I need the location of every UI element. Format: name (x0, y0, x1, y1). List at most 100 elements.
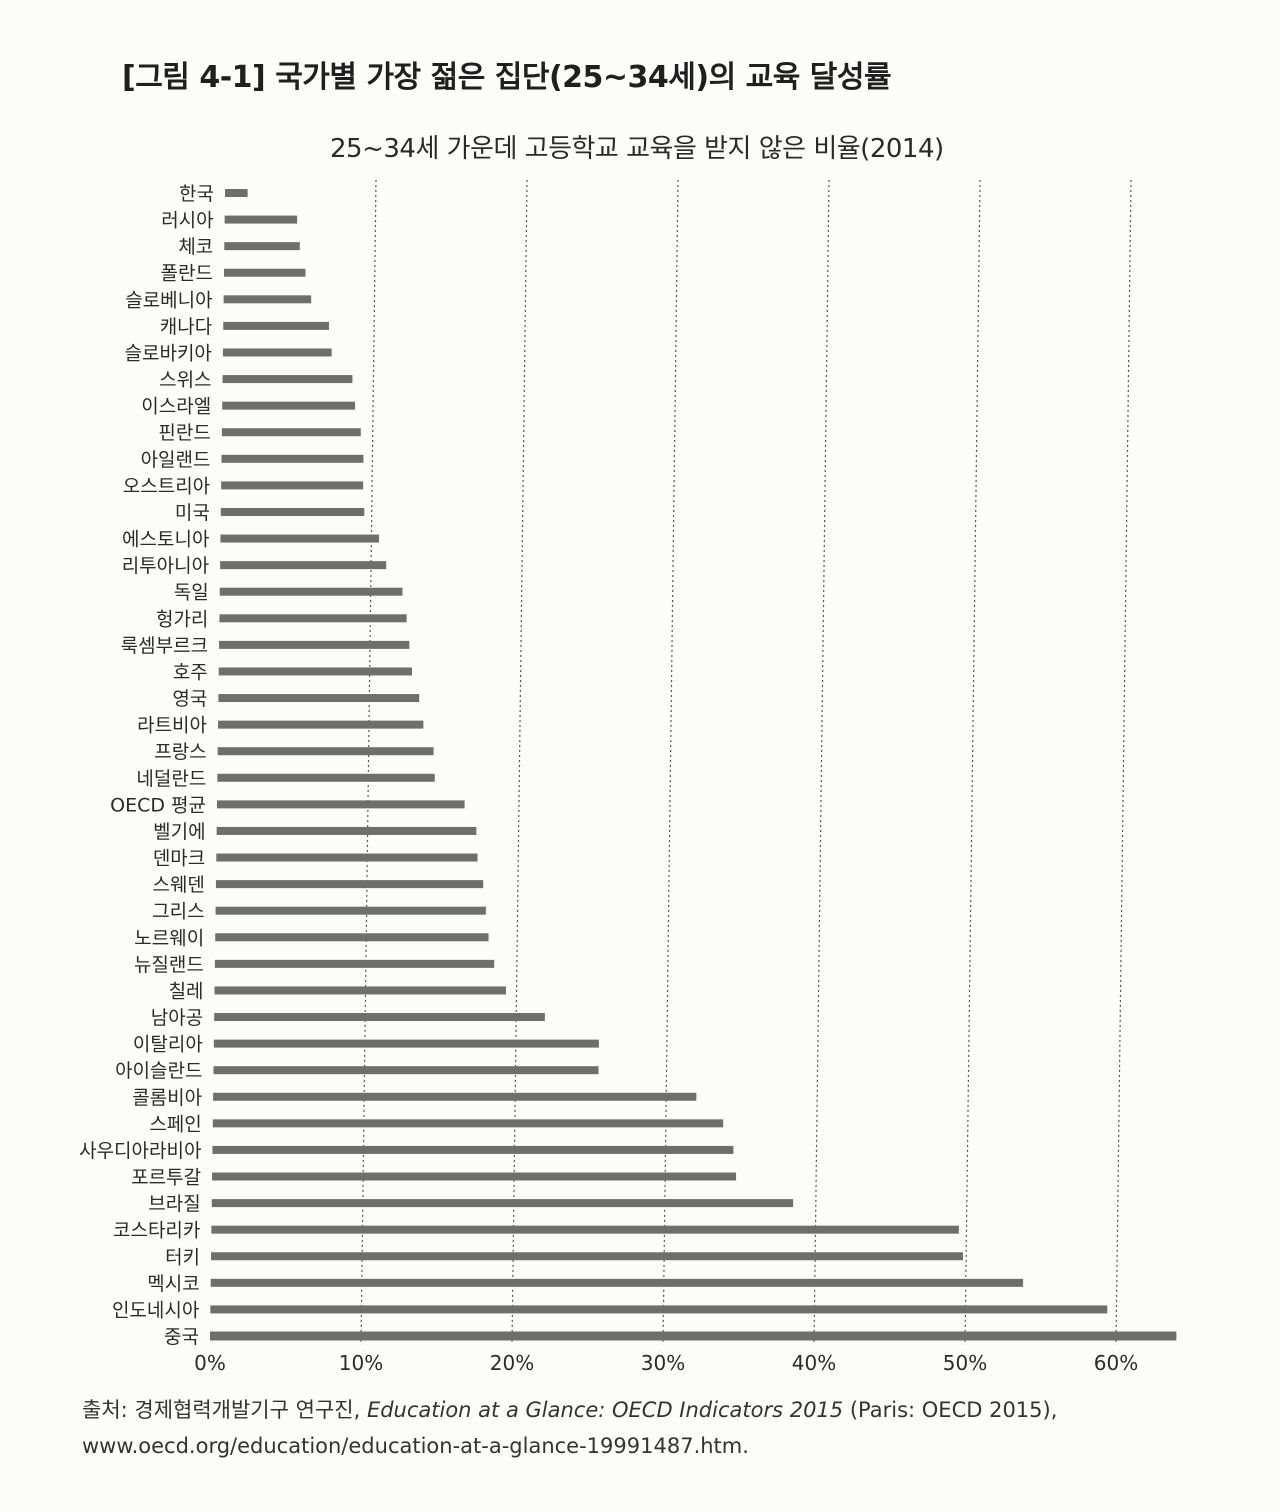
category-label-42: 인도네시아 (112, 1299, 199, 1321)
category-label-31: 남아공 (151, 1007, 203, 1029)
bar-40 (211, 1252, 964, 1261)
category-label-26: 스웨덴 (152, 874, 204, 896)
tick-label-3: 30% (641, 1351, 685, 1375)
category-label-6: 슬로바키아 (125, 342, 212, 364)
tick-label-2: 20% (490, 1351, 534, 1375)
bar-34 (213, 1092, 697, 1101)
bar-31 (214, 1013, 545, 1022)
category-label-16: 헝가리 (156, 608, 208, 630)
category-label-12: 미국 (175, 502, 210, 524)
bar-17 (219, 640, 410, 649)
source-note: 출처: 경제협력개발기구 연구진, Education at a Glance:… (82, 1392, 1222, 1464)
category-label-15: 독일 (174, 582, 209, 604)
category-label-20: 라트비아 (137, 715, 207, 737)
category-label-1: 러시아 (161, 210, 213, 232)
bar-0 (225, 189, 248, 197)
bar-19 (218, 694, 420, 703)
category-label-35: 스페인 (149, 1113, 201, 1135)
bar-6 (222, 348, 332, 357)
category-label-30: 칠레 (169, 980, 204, 1002)
category-label-37: 포르투갈 (131, 1167, 201, 1189)
category-label-36: 사우디아라비아 (79, 1140, 201, 1162)
gridline-4 (813, 179, 830, 1346)
bar-7 (222, 375, 353, 384)
bar-32 (213, 1039, 599, 1048)
bar-14 (220, 561, 387, 570)
category-label-23: OECD 평균 (110, 794, 206, 816)
category-label-34: 콜롬비아 (132, 1087, 202, 1109)
gridline-5 (964, 179, 981, 1346)
figure-title: [그림 4-1] 국가별 가장 젊은 집단(25~34세)의 교육 달성률 (122, 60, 892, 95)
tick-label-0: 0% (194, 1351, 226, 1375)
gridline-3 (662, 179, 679, 1346)
bar-8 (222, 401, 356, 410)
bar-21 (217, 747, 434, 756)
bar-4 (223, 295, 312, 304)
bar-20 (218, 720, 424, 729)
category-label-11: 오스트리아 (123, 475, 210, 497)
bar-39 (211, 1225, 959, 1234)
category-label-28: 노르웨이 (134, 927, 204, 949)
bar-13 (220, 534, 380, 543)
tick-label-5: 50% (943, 1351, 987, 1375)
category-label-41: 멕시코 (147, 1273, 199, 1295)
bar-28 (215, 933, 489, 942)
bar-10 (221, 454, 364, 463)
bar-25 (216, 853, 478, 862)
grid-lines (360, 179, 1132, 1346)
category-label-13: 에스토니아 (122, 529, 209, 551)
bar-35 (212, 1119, 724, 1128)
source-title: Education at a Glance: OECD Indicators 2… (366, 1398, 844, 1422)
bar-22 (217, 773, 435, 782)
category-label-25: 덴마크 (153, 848, 205, 870)
category-label-40: 터키 (165, 1246, 200, 1268)
bar-33 (213, 1066, 599, 1075)
bar-1 (224, 215, 298, 224)
bar-12 (220, 507, 365, 516)
category-label-0: 한국 (179, 183, 214, 205)
tick-label-1: 10% (339, 1351, 383, 1375)
bar-27 (215, 906, 486, 915)
bar-15 (219, 587, 403, 596)
gridline-6 (1115, 179, 1132, 1346)
category-label-22: 네덜란드 (136, 768, 206, 790)
category-label-14: 리투아니아 (122, 555, 209, 577)
category-label-4: 슬로베니아 (125, 289, 212, 311)
bar-37 (212, 1172, 737, 1181)
category-label-39: 코스타리카 (113, 1220, 200, 1242)
bar-18 (218, 667, 413, 676)
bar-9 (221, 428, 361, 437)
category-labels: 한국러시아체코폴란드슬로베니아캐나다슬로바키아스위스이스라엘핀란드아일랜드오스트… (79, 183, 214, 1348)
tick-label-4: 40% (792, 1351, 836, 1375)
bar-11 (221, 481, 364, 490)
bar-23 (216, 800, 465, 809)
bar-29 (214, 959, 495, 968)
category-label-29: 뉴질랜드 (134, 954, 204, 976)
gridline-1 (360, 179, 377, 1346)
category-label-3: 폴란드 (161, 263, 213, 285)
x-axis-ticks: 0% 10% 20% 30% 40% 50% 60% (194, 1351, 1138, 1375)
bar-42 (210, 1305, 1108, 1314)
category-label-21: 프랑스 (154, 741, 206, 763)
category-label-8: 이스라엘 (141, 396, 211, 418)
category-label-7: 스위스 (159, 369, 211, 391)
source-suffix: (Paris: OECD 2015), (843, 1398, 1058, 1422)
bar-16 (219, 614, 407, 623)
category-label-33: 아이슬란드 (115, 1060, 202, 1082)
source-prefix: 출처: 경제협력개발기구 연구진, (82, 1398, 367, 1422)
category-label-43: 중국 (164, 1326, 199, 1348)
bar-24 (216, 826, 477, 835)
bar-36 (212, 1145, 734, 1154)
bar-30 (214, 986, 506, 995)
source-url: www.oecd.org/education/education-at-a-gl… (82, 1434, 749, 1458)
category-label-2: 체코 (178, 236, 213, 258)
category-label-17: 룩셈부르크 (121, 635, 208, 657)
category-label-18: 호주 (173, 661, 208, 683)
category-label-32: 이탈리아 (133, 1034, 203, 1056)
chart-title: 25~34세 가운데 고등학교 교육을 받지 않은 비율(2014) (330, 134, 944, 164)
category-label-38: 브라질 (148, 1193, 200, 1215)
category-label-19: 영국 (172, 688, 207, 710)
bar-3 (223, 268, 306, 277)
bar-26 (215, 880, 484, 889)
